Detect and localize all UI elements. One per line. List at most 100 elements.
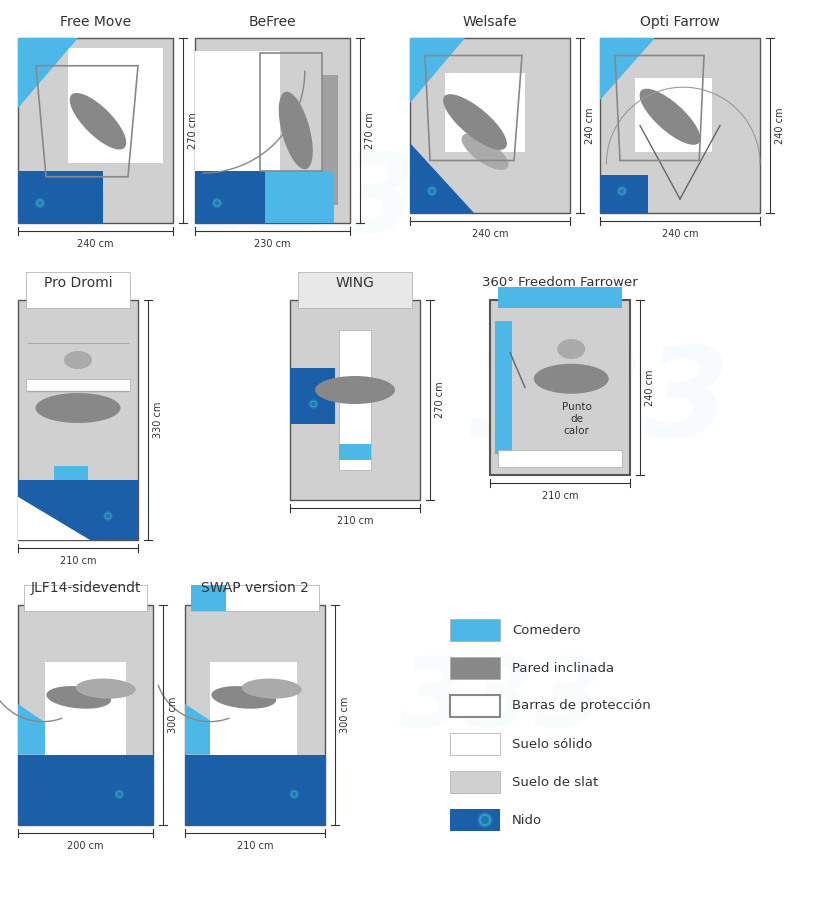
Text: 240 cm: 240 cm bbox=[645, 369, 654, 405]
Text: 200 cm: 200 cm bbox=[67, 841, 104, 851]
Bar bbox=[495, 321, 511, 454]
Text: Suelo sólido: Suelo sólido bbox=[511, 738, 591, 751]
Polygon shape bbox=[410, 38, 464, 103]
Bar bbox=[538, 287, 581, 308]
Bar bbox=[26, 272, 130, 308]
Ellipse shape bbox=[47, 686, 111, 709]
Bar bbox=[410, 38, 569, 213]
Bar bbox=[450, 809, 500, 831]
Circle shape bbox=[292, 792, 296, 796]
Text: 270 cm: 270 cm bbox=[364, 113, 374, 149]
Bar bbox=[497, 450, 622, 467]
Bar bbox=[191, 585, 226, 611]
Bar bbox=[450, 657, 500, 679]
Text: 270 cm: 270 cm bbox=[188, 113, 197, 149]
Bar bbox=[450, 771, 500, 793]
Circle shape bbox=[619, 188, 623, 194]
Ellipse shape bbox=[461, 133, 508, 170]
Text: Comedero: Comedero bbox=[511, 623, 580, 636]
Bar bbox=[18, 480, 138, 540]
Circle shape bbox=[215, 201, 219, 205]
Bar bbox=[634, 78, 711, 151]
Bar bbox=[339, 330, 370, 470]
Bar bbox=[24, 585, 147, 611]
Bar bbox=[18, 171, 103, 223]
Ellipse shape bbox=[70, 93, 126, 150]
Ellipse shape bbox=[533, 364, 608, 394]
Polygon shape bbox=[185, 704, 262, 755]
Text: Barras de protección: Barras de protección bbox=[511, 699, 650, 713]
Text: 240 cm: 240 cm bbox=[774, 107, 784, 144]
Text: Punto
de
calor: Punto de calor bbox=[561, 403, 591, 435]
Text: WING: WING bbox=[335, 276, 374, 290]
Bar bbox=[450, 619, 500, 641]
Text: Opti Farrow: Opti Farrow bbox=[640, 15, 719, 29]
Circle shape bbox=[477, 813, 491, 827]
Bar bbox=[18, 38, 173, 223]
Circle shape bbox=[310, 402, 315, 406]
Circle shape bbox=[481, 816, 488, 824]
Circle shape bbox=[429, 188, 434, 194]
Circle shape bbox=[106, 514, 110, 518]
Bar bbox=[497, 287, 622, 308]
Polygon shape bbox=[410, 143, 473, 213]
Text: 240 cm: 240 cm bbox=[77, 239, 114, 249]
Polygon shape bbox=[600, 38, 654, 100]
Ellipse shape bbox=[242, 678, 301, 698]
Circle shape bbox=[309, 400, 317, 408]
Ellipse shape bbox=[278, 92, 312, 169]
Ellipse shape bbox=[211, 686, 276, 709]
Text: SWAP version 2: SWAP version 2 bbox=[201, 581, 309, 595]
Bar bbox=[99, 510, 117, 522]
Bar bbox=[18, 755, 153, 825]
Text: 333: 333 bbox=[183, 148, 415, 254]
Text: 270 cm: 270 cm bbox=[434, 382, 445, 418]
Bar bbox=[322, 75, 337, 205]
Polygon shape bbox=[600, 175, 647, 213]
Bar bbox=[265, 171, 334, 223]
Bar bbox=[195, 51, 280, 171]
Bar bbox=[422, 185, 441, 197]
Text: 240 cm: 240 cm bbox=[661, 229, 698, 239]
Text: 240 cm: 240 cm bbox=[584, 107, 595, 144]
Text: Pared inclinada: Pared inclinada bbox=[511, 661, 613, 675]
Bar bbox=[450, 733, 500, 755]
Bar bbox=[290, 300, 419, 500]
Circle shape bbox=[35, 198, 44, 207]
Text: 333: 333 bbox=[469, 341, 730, 461]
Circle shape bbox=[115, 790, 124, 798]
Ellipse shape bbox=[35, 393, 120, 423]
Text: JLF14-sidevendt: JLF14-sidevendt bbox=[30, 581, 141, 595]
Bar bbox=[18, 605, 153, 825]
Bar bbox=[30, 196, 49, 209]
Text: 210 cm: 210 cm bbox=[237, 841, 273, 851]
Circle shape bbox=[104, 512, 112, 520]
Bar bbox=[26, 379, 130, 391]
Bar bbox=[54, 466, 88, 480]
Ellipse shape bbox=[314, 376, 395, 404]
Text: Suelo de slat: Suelo de slat bbox=[511, 776, 598, 788]
Ellipse shape bbox=[64, 351, 92, 369]
Bar bbox=[207, 196, 226, 209]
Text: 230 cm: 230 cm bbox=[254, 239, 291, 249]
Text: BeFree: BeFree bbox=[248, 15, 296, 29]
Bar bbox=[285, 788, 303, 800]
Text: 300 cm: 300 cm bbox=[340, 696, 350, 733]
Bar bbox=[18, 300, 138, 540]
Polygon shape bbox=[18, 704, 92, 755]
Bar bbox=[490, 300, 629, 475]
Circle shape bbox=[38, 201, 43, 205]
Bar bbox=[185, 755, 324, 825]
Bar bbox=[68, 48, 163, 163]
Polygon shape bbox=[18, 496, 90, 540]
Bar bbox=[185, 605, 324, 825]
Text: 210 cm: 210 cm bbox=[541, 491, 577, 501]
Bar bbox=[210, 662, 296, 755]
Text: 240 cm: 240 cm bbox=[471, 229, 508, 239]
Bar bbox=[191, 585, 319, 611]
Bar bbox=[304, 398, 322, 410]
Text: Welsafe: Welsafe bbox=[462, 15, 517, 29]
Text: 210 cm: 210 cm bbox=[60, 556, 96, 566]
Ellipse shape bbox=[75, 678, 136, 698]
Text: 360° Freedom Farrower: 360° Freedom Farrower bbox=[482, 277, 637, 289]
